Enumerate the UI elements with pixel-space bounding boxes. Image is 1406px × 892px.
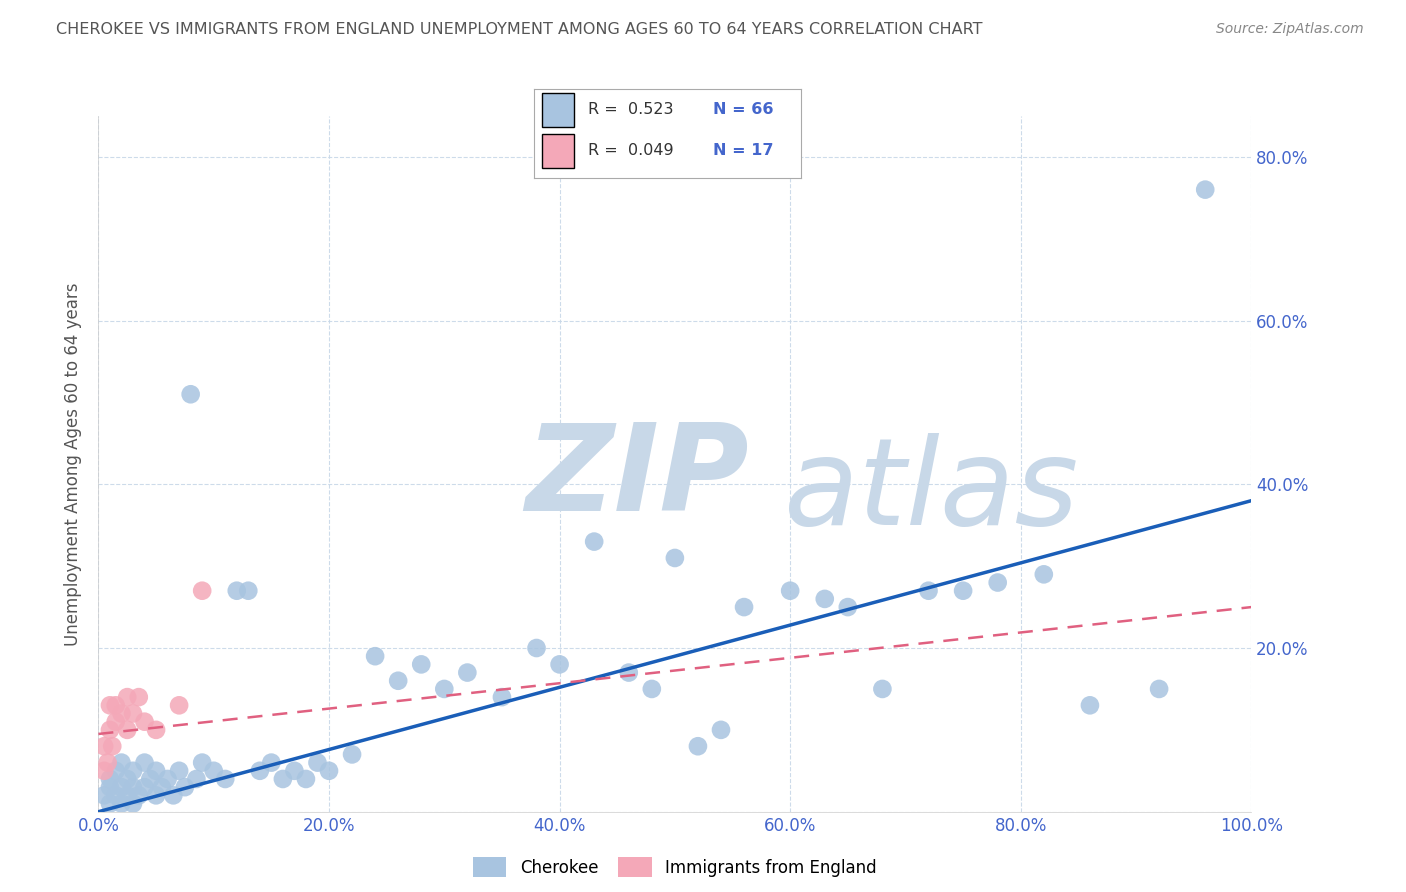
Point: [295, 772, 318, 786]
Point: [214, 772, 236, 786]
Point: [1032, 567, 1054, 582]
Point: [162, 789, 184, 803]
Point: [167, 764, 190, 778]
Point: [307, 756, 329, 770]
Point: [122, 797, 145, 811]
Point: [122, 706, 145, 721]
Point: [952, 583, 974, 598]
Point: [191, 756, 214, 770]
Point: [98, 797, 121, 811]
FancyBboxPatch shape: [543, 134, 575, 168]
Point: [145, 723, 167, 737]
Point: [238, 583, 260, 598]
FancyBboxPatch shape: [543, 93, 575, 127]
Point: [174, 780, 197, 794]
Point: [433, 681, 456, 696]
Point: [1147, 681, 1170, 696]
Point: [122, 780, 145, 794]
Point: [917, 583, 939, 598]
Point: [104, 698, 127, 713]
Point: [145, 764, 167, 778]
Point: [98, 698, 121, 713]
Point: [104, 714, 127, 729]
Point: [104, 764, 127, 778]
Point: [150, 780, 173, 794]
Point: [283, 764, 305, 778]
Point: [202, 764, 225, 778]
Point: [122, 764, 145, 778]
Point: [145, 789, 167, 803]
Point: [93, 789, 115, 803]
Point: [110, 756, 132, 770]
Point: [97, 756, 120, 770]
Point: [456, 665, 478, 680]
Point: [134, 780, 156, 794]
Point: [364, 649, 387, 664]
Text: Source: ZipAtlas.com: Source: ZipAtlas.com: [1216, 22, 1364, 37]
Point: [583, 534, 606, 549]
Point: [117, 789, 138, 803]
Legend: Cherokee, Immigrants from England: Cherokee, Immigrants from England: [467, 851, 883, 883]
Point: [191, 583, 214, 598]
Point: [411, 657, 433, 672]
Y-axis label: Unemployment Among Ages 60 to 64 years: Unemployment Among Ages 60 to 64 years: [63, 282, 82, 646]
Point: [110, 797, 132, 811]
Point: [664, 551, 686, 566]
Point: [101, 739, 124, 754]
Point: [134, 714, 156, 729]
Point: [93, 764, 115, 778]
Point: [491, 690, 513, 705]
Point: [117, 723, 138, 737]
Point: [260, 756, 283, 770]
Point: [710, 723, 733, 737]
Point: [387, 673, 409, 688]
Point: [156, 772, 179, 786]
Point: [686, 739, 709, 754]
Point: [110, 706, 132, 721]
Point: [641, 681, 664, 696]
Point: [837, 600, 859, 615]
Point: [139, 772, 162, 786]
Point: [180, 387, 202, 401]
Point: [340, 747, 363, 762]
Point: [733, 600, 755, 615]
Point: [526, 640, 548, 655]
Point: [271, 772, 294, 786]
Point: [110, 780, 132, 794]
Point: [318, 764, 340, 778]
Point: [117, 690, 138, 705]
Text: R =  0.523: R = 0.523: [588, 103, 673, 117]
Point: [779, 583, 801, 598]
Text: atlas: atlas: [785, 434, 1080, 550]
Point: [128, 690, 150, 705]
Point: [167, 698, 190, 713]
Text: N = 66: N = 66: [713, 103, 773, 117]
Point: [1078, 698, 1101, 713]
Point: [225, 583, 247, 598]
Point: [548, 657, 571, 672]
Point: [617, 665, 640, 680]
Point: [98, 772, 121, 786]
Point: [98, 780, 121, 794]
Point: [186, 772, 208, 786]
Text: N = 17: N = 17: [713, 144, 773, 158]
Point: [814, 591, 837, 606]
Point: [1194, 183, 1216, 197]
Point: [134, 756, 156, 770]
Point: [93, 739, 115, 754]
Text: CHEROKEE VS IMMIGRANTS FROM ENGLAND UNEMPLOYMENT AMONG AGES 60 TO 64 YEARS CORRE: CHEROKEE VS IMMIGRANTS FROM ENGLAND UNEM…: [56, 22, 983, 37]
Point: [872, 681, 894, 696]
Text: ZIP: ZIP: [524, 419, 749, 536]
Point: [104, 789, 127, 803]
Point: [117, 772, 138, 786]
Point: [128, 789, 150, 803]
Point: [249, 764, 271, 778]
Text: R =  0.049: R = 0.049: [588, 144, 673, 158]
Point: [98, 723, 121, 737]
Point: [987, 575, 1010, 590]
